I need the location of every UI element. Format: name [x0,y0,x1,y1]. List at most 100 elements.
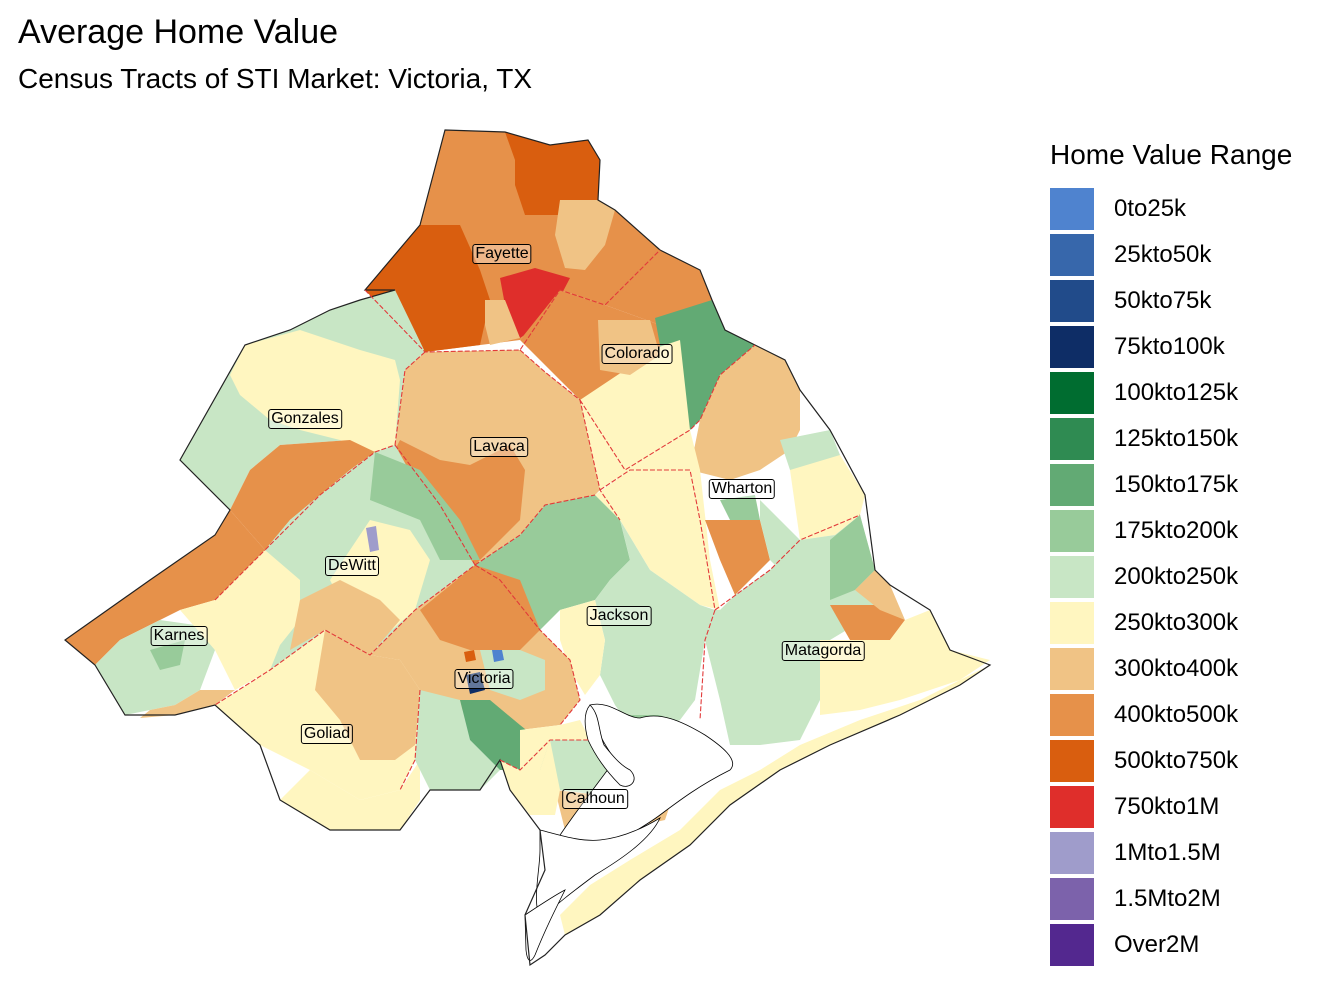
legend-label: 750kto1M [1114,793,1220,820]
tract [366,526,379,552]
legend-item: 400kto500k [1050,692,1340,738]
county-border [214,549,266,601]
county-border [699,609,716,721]
county-border [599,469,716,611]
tract [230,440,375,550]
legend-swatch [1050,647,1094,691]
legend-item: 300kto400k [1050,646,1340,692]
legend-swatch [1050,371,1094,415]
tract [215,550,300,670]
tract [595,520,715,740]
county-label-fayette: Fayette [472,244,532,264]
county-border [399,689,421,791]
legend-item: 1Mto1.5M [1050,830,1340,876]
legend-item: 50kto75k [1050,278,1340,324]
tract [505,132,600,215]
legend-swatch [1050,233,1094,277]
tract [290,580,400,655]
tract [315,630,420,760]
tract [830,605,905,640]
legend-label: 0to25k [1114,195,1187,222]
tract [280,760,420,830]
legend-item: 1.5Mto2M [1050,876,1340,922]
tract [370,452,480,560]
county-label-victoria: Victoria [454,669,514,689]
legend-item: 75kto100k [1050,324,1340,370]
legend-item: 25kto50k [1050,232,1340,278]
legend-label: 400kto500k [1114,701,1239,728]
legend-items: 0to25k 25kto50k 50kto75k 75kto100k 100kto125… [1050,186,1340,968]
county-label-goliad: Goliad [300,724,354,744]
tract [790,455,865,540]
legend-swatch [1050,279,1094,323]
legend-swatch [1050,601,1094,645]
tract [555,200,615,270]
tract [415,690,500,790]
legend-label: Over2M [1114,931,1200,958]
legend-title: Home Value Range [1050,139,1293,170]
tract [580,340,690,490]
tract [395,440,525,565]
county-border [364,249,661,353]
legend-item: 0to25k [1050,186,1340,232]
legend-label: 75kto100k [1114,333,1225,360]
county-label-jackson: Jackson [586,606,652,626]
legend-label: 300kto400k [1114,655,1239,682]
legend-label: 1.5Mto2M [1114,885,1221,912]
tract [180,600,270,690]
county-label-dewitt: DeWitt [325,556,379,576]
region-outline [64,129,992,967]
legend-swatch [1050,877,1094,921]
tract [464,650,476,662]
san-antonio-bay [524,889,566,961]
legend-label: 50kto75k [1114,287,1212,314]
county-label-calhoun: Calhoun [562,789,628,809]
legend-swatch [1050,509,1094,553]
legend-item: 175kto200k [1050,508,1340,554]
legend-label: 500kto750k [1114,747,1239,774]
county-border [714,514,861,611]
county-label-matagorda: Matagorda [781,641,865,661]
tract [720,495,760,520]
county-border [264,351,426,551]
legend-item: 500kto750k [1050,738,1340,784]
legend-swatch [1050,463,1094,507]
legend-item: 750kto1M [1050,784,1340,830]
legend-label: 175kto200k [1114,517,1239,544]
tract [140,690,235,718]
county-border [474,494,596,566]
tract [485,300,520,345]
county-border [499,739,590,771]
legend-swatch [1050,831,1094,875]
legend-swatch [1050,739,1094,783]
legend-label: 125kto150k [1114,425,1239,452]
map-subtitle: Census Tracts of STI Market: Victoria, T… [18,63,533,94]
legend-swatch [1050,325,1094,369]
legend-swatch [1050,555,1094,599]
lavaca-bay [584,704,635,787]
map-title: Average Home Value [18,13,339,51]
legend-swatch [1050,923,1094,967]
legend-label: 100kto125k [1114,379,1239,406]
tract [830,515,875,600]
legend-item: 150kto175k [1050,462,1340,508]
tract [820,610,990,715]
legend-item: 200kto250k [1050,554,1340,600]
legend-label: 25kto50k [1114,241,1212,268]
legend-swatch [1050,785,1094,829]
legend-label: 1Mto1.5M [1114,839,1221,866]
tract [500,268,570,338]
tract [475,495,630,630]
tract [150,640,185,670]
tract [95,620,215,715]
legend: Home Value Range 0to25k 25kto50k 50kto75k 7… [1050,138,1340,968]
tract [705,520,770,595]
county-label-karnes: Karnes [150,626,208,646]
legend-swatch [1050,187,1094,231]
tract [690,345,800,480]
choropleth-map: Fayette Colorado Gonzales Lavaca Wharton… [64,129,992,967]
county-label-wharton: Wharton [708,479,776,499]
legend-swatch [1050,693,1094,737]
tract [230,330,400,452]
map-svg [64,129,992,967]
